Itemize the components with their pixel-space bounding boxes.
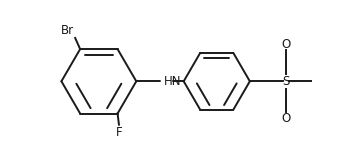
- Text: Br: Br: [61, 24, 74, 37]
- Text: O: O: [281, 38, 291, 51]
- Text: S: S: [282, 75, 290, 88]
- Text: F: F: [116, 126, 122, 139]
- Text: HN: HN: [164, 75, 182, 88]
- Text: O: O: [281, 112, 291, 125]
